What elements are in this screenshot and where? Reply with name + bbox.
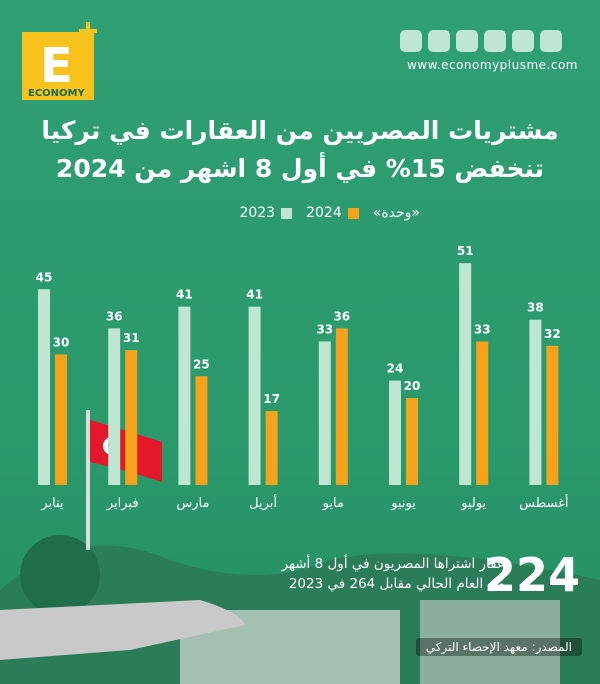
logo-plus: [79, 22, 97, 40]
legend: «وحدة» 2024 2023: [150, 205, 420, 221]
bar: [55, 354, 67, 485]
logo: [22, 32, 94, 100]
legend-swatch: [347, 207, 359, 219]
legend-label: 2024: [306, 205, 342, 221]
flag-pole: [86, 410, 90, 550]
bar: [546, 345, 559, 485]
x-tick-label: أبريل: [249, 494, 277, 511]
website: www.economyplusme.com: [406, 58, 578, 72]
data-label: 25: [193, 357, 210, 371]
data-label: 31: [123, 331, 140, 345]
highlight-text: عقار اشتراها المصريون في أول 8 أشهر من ا…: [245, 554, 505, 594]
data-label: 41: [176, 288, 193, 302]
bar: [335, 328, 348, 485]
bar: [38, 289, 50, 485]
logo-text: ECONOMY: [28, 88, 85, 99]
building: [420, 600, 560, 684]
bar: [248, 306, 261, 485]
data-label: 17: [263, 392, 280, 406]
bar: [459, 263, 472, 485]
tree: [20, 535, 100, 615]
data-label: 36: [106, 309, 123, 323]
x-tick-label: أغسطس: [519, 494, 568, 511]
social-icons: [400, 30, 562, 52]
data-label: 33: [474, 322, 491, 336]
bar: [125, 350, 138, 485]
highlight-number: 224: [483, 548, 580, 602]
chart-subtitle: تنخفض 15% في أول 8 اشهر من 2024: [55, 154, 545, 183]
bar: [265, 411, 278, 485]
data-label: 38: [527, 301, 544, 315]
data-label: 20: [404, 379, 421, 393]
bar: [178, 306, 191, 485]
bar: [108, 328, 121, 485]
data-label: 30: [53, 336, 70, 350]
data-label: 36: [333, 309, 350, 323]
data-label: 51: [457, 244, 474, 258]
logo-letter: E: [40, 38, 73, 94]
bar: [318, 341, 331, 485]
x-tick-label: فبراير: [106, 496, 139, 511]
legend-label: 2023: [239, 205, 276, 221]
data-label: 32: [544, 327, 561, 341]
source: المصدر: معهد الإحصاء التركي: [415, 638, 582, 656]
bar: [389, 380, 401, 485]
hand: [0, 600, 245, 660]
data-label: 33: [316, 322, 333, 336]
bar: [529, 319, 542, 485]
legend-item: 2023: [239, 205, 293, 221]
chart-title: مشتريات المصريين من العقارات في تركيا: [41, 116, 559, 145]
data-label: 24: [387, 362, 404, 376]
x-tick-label: مايو: [322, 496, 344, 511]
legend-item: 2024: [306, 205, 359, 221]
unit-label: «وحدة»: [372, 205, 420, 221]
legend-swatch: [281, 207, 293, 219]
bar: [476, 341, 489, 485]
highlight-line: من العام الحالي مقابل 264 في 2023: [288, 576, 505, 592]
title-block: مشتريات المصريين من العقارات في تركيا تن…: [40, 112, 560, 188]
x-tick-label: يناير: [40, 496, 64, 511]
bar: [195, 376, 208, 485]
data-label: 41: [246, 288, 263, 302]
x-tick-label: يونيو: [390, 496, 416, 511]
x-tick-label: يوليو: [460, 496, 486, 511]
data-label: 45: [36, 270, 53, 284]
x-tick-label: مارس: [176, 496, 209, 511]
bar: [406, 398, 418, 485]
highlight-line: عقار اشتراها المصريون في أول 8 أشهر: [281, 556, 505, 572]
